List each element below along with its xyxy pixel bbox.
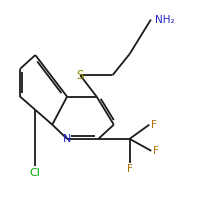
- Text: F: F: [153, 146, 159, 156]
- Text: NH₂: NH₂: [155, 15, 174, 25]
- Text: Cl: Cl: [30, 168, 41, 178]
- Text: F: F: [151, 120, 157, 130]
- Text: F: F: [127, 164, 133, 174]
- Text: N: N: [63, 134, 71, 144]
- Text: S: S: [77, 69, 84, 82]
